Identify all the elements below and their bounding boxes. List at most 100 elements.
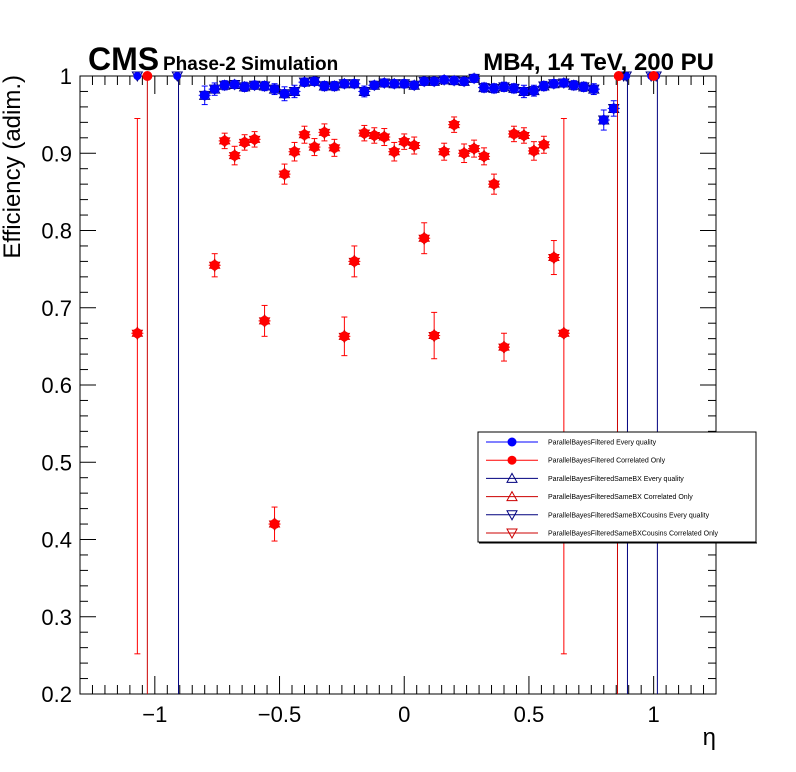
legend-box [477, 431, 757, 543]
x-tick-label: 0 [398, 702, 410, 727]
energy-pileup-label: MB4, 14 TeV, 200 PU [483, 49, 714, 76]
red-data-point [339, 331, 350, 342]
cms-label: CMS [88, 41, 159, 77]
red-data-point [419, 233, 430, 244]
red-data-point [538, 139, 549, 150]
blue-data-point [409, 80, 420, 91]
blue-data-point [339, 78, 350, 89]
red-data-point [489, 179, 500, 190]
red-data-point-at-one [613, 71, 624, 81]
red-data-point [269, 519, 280, 530]
red-data-point [449, 119, 460, 130]
red-data-point [289, 146, 300, 157]
y-tick-label: 1 [60, 64, 72, 89]
blue-data-point [209, 84, 220, 95]
blue-data-point-at-one [622, 72, 631, 80]
x-tick-label: −0.5 [258, 702, 301, 727]
blue-data-point [349, 78, 360, 89]
red-data-point [379, 132, 390, 143]
red-data-point [528, 145, 539, 156]
red-data-point [429, 330, 440, 341]
red-data-point [299, 129, 310, 140]
x-tick-label: −1 [142, 702, 167, 727]
red-data-point [329, 142, 340, 153]
red-data-point [479, 151, 490, 162]
blue-data-point [419, 76, 430, 87]
red-data-point [249, 134, 260, 145]
y-tick-label: 0.8 [41, 219, 72, 244]
legend-marker [506, 510, 518, 521]
legend-entry: ParallelBayesFilteredSameBX Correlated O… [548, 494, 693, 501]
blue-data-point [439, 74, 450, 85]
blue-data-point [499, 81, 509, 92]
red-data-point [259, 315, 270, 326]
red-data-point [518, 130, 529, 141]
legend-entry: ParallelBayesFilteredSameBX Every qualit… [548, 476, 684, 483]
y-tick-label: 0.2 [41, 682, 72, 707]
x-axis-title: η [703, 724, 716, 751]
red-data-point [558, 328, 569, 339]
red-data-point [359, 128, 370, 139]
red-data-point [409, 140, 420, 151]
blue-data-point [399, 78, 410, 89]
legend-entry: ParallelBayesFilteredSameBXCousins Corre… [548, 531, 719, 538]
red-data-point [459, 148, 470, 159]
red-data-point [219, 135, 230, 146]
blue-data-point [538, 81, 549, 92]
red-data-point [309, 142, 320, 153]
blue-data-point [528, 85, 539, 96]
red-data-point [349, 256, 360, 267]
simulation-label: Phase-2 Simulation [163, 54, 338, 75]
red-data-point [229, 150, 240, 161]
blue-data-point [489, 83, 500, 94]
legend-marker [506, 490, 518, 502]
plot-frame [79, 75, 717, 695]
y-tick-label: 0.4 [41, 528, 72, 553]
blue-data-point [239, 81, 250, 92]
legend-marker [507, 455, 517, 465]
y-axis-title: Efficiency (adim.) [0, 75, 26, 259]
blue-data-point [279, 88, 290, 99]
red-data-point [279, 169, 290, 180]
blue-data-point [598, 115, 609, 126]
x-tick-label: 0.5 [514, 702, 545, 727]
blue-data-point [459, 76, 470, 87]
blue-data-point [329, 81, 340, 92]
blue-data-point [309, 76, 320, 87]
blue-data-point [518, 86, 529, 97]
legend-entry: ParallelBayesFiltered Correlated Only [548, 458, 666, 465]
red-data-point [399, 136, 410, 147]
blue-data-point [379, 77, 390, 88]
red-data-point [132, 328, 143, 339]
red-data-point [508, 128, 519, 139]
y-tick-label: 0.5 [41, 450, 72, 475]
blue-data-point [269, 84, 280, 95]
blue-data-point [588, 84, 599, 95]
blue-data-point [199, 90, 210, 101]
y-tick-label: 0.6 [41, 373, 72, 398]
legend-entry: ParallelBayesFiltered Every quality [548, 440, 657, 447]
legend-marker [506, 472, 518, 483]
blue-data-point-at-one [133, 72, 142, 80]
blue-data-point [249, 80, 260, 91]
blue-data-point [578, 81, 589, 92]
y-tick-label: 0.9 [41, 141, 72, 166]
blue-data-point [359, 86, 370, 97]
blue-data-point [389, 78, 400, 89]
red-data-point-at-one [142, 71, 153, 81]
red-data-point [209, 260, 220, 271]
legend-marker [507, 437, 517, 447]
blue-data-point [548, 78, 559, 89]
blue-data-point [449, 75, 460, 86]
blue-data-point [608, 103, 619, 114]
blue-data-point [229, 79, 240, 90]
blue-data-point [289, 86, 300, 97]
blue-data-point [429, 76, 440, 87]
blue-data-point [508, 83, 519, 94]
red-data-point [389, 146, 400, 157]
red-data-point [548, 252, 559, 263]
blue-data-point [558, 77, 569, 88]
blue-data-point [319, 81, 330, 92]
